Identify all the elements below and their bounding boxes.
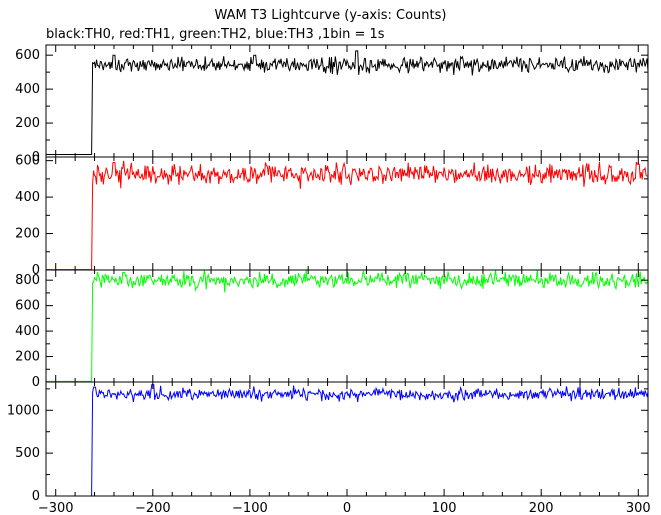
series-line-th1 [46, 160, 649, 271]
x-tick-label: −300 [38, 501, 74, 515]
x-axis: −300 −200 −100 0 100 200 300 [38, 501, 651, 515]
y-tick-label: 600 [15, 48, 40, 63]
chart-subtitle: black:TH0, red:TH1, green:TH2, blue:TH3 … [46, 27, 385, 42]
series-line-th3 [46, 384, 649, 497]
y-tick-label: 0 [32, 375, 40, 390]
x-tick-label: 100 [432, 501, 457, 515]
y-tick-label: 400 [15, 324, 40, 339]
y-tick-label: 800 [15, 273, 40, 288]
y-tick-label: 600 [15, 154, 40, 169]
panel-th1: 0 200 400 600 [15, 154, 649, 278]
y-tick-label: 1000 [7, 403, 40, 418]
y-tick-label: 0 [32, 150, 40, 165]
series-line-th2 [46, 269, 649, 382]
panel-th3: 0 500 1000 [7, 381, 649, 504]
panel-frame [45, 269, 649, 383]
y-tick-label: 200 [15, 227, 40, 242]
y-tick-label: 400 [15, 82, 40, 97]
x-tick-label: −200 [135, 501, 171, 515]
panel-th0: 0 200 400 600 [15, 44, 649, 165]
y-tick-label: 0 [32, 263, 40, 278]
y-tick-label: 500 [15, 446, 40, 461]
y-tick-label: 200 [15, 116, 40, 131]
series-line-th0 [46, 50, 649, 155]
panel-frame [45, 381, 649, 497]
x-tick-label: −100 [232, 501, 268, 515]
x-tick-label: 0 [343, 501, 351, 515]
x-tick-label: 200 [529, 501, 554, 515]
x-tick-label: 300 [626, 501, 651, 515]
y-tick-label: 0 [32, 489, 40, 504]
panel-th2: 0 200 400 600 800 [15, 269, 649, 390]
y-tick-label: 600 [15, 299, 40, 314]
y-tick-label: 400 [15, 190, 40, 205]
panels-layer: 0200400600020040060002004006008000500100… [7, 44, 649, 504]
y-tick-label: 200 [15, 350, 40, 365]
chart-title: WAM T3 Lightcurve (y-axis: Counts) [214, 8, 447, 23]
